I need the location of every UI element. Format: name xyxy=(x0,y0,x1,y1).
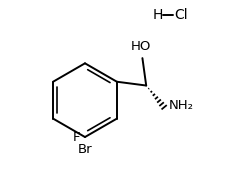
Text: NH₂: NH₂ xyxy=(169,99,194,112)
Text: Cl: Cl xyxy=(174,8,188,22)
Text: Br: Br xyxy=(78,143,92,156)
Text: H: H xyxy=(153,8,164,22)
Text: HO: HO xyxy=(130,40,151,53)
Text: F: F xyxy=(73,131,80,143)
